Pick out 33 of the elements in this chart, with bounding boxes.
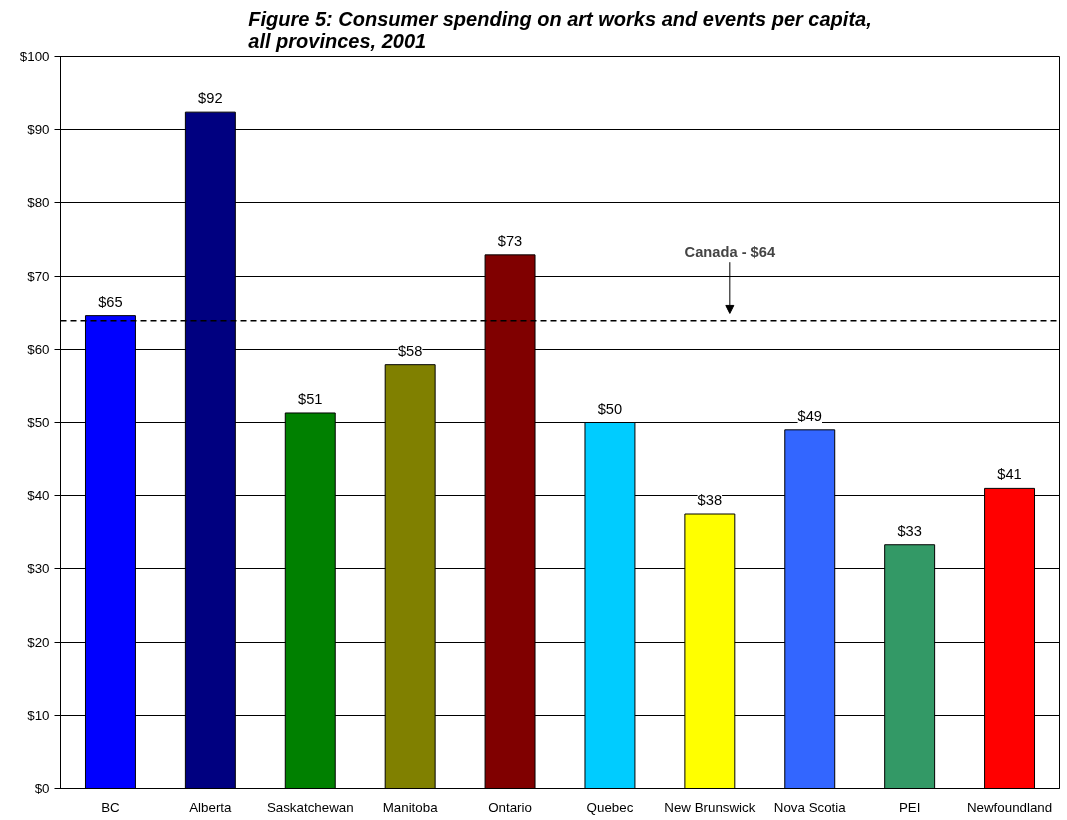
y-tick-label: $90 xyxy=(27,122,50,138)
data-label: $73 xyxy=(497,232,523,249)
x-tick-label: Saskatchewan xyxy=(266,799,354,815)
x-tick-label: Newfoundland xyxy=(966,799,1053,815)
x-tick-label: PEI xyxy=(898,799,921,815)
y-tick-label: $80 xyxy=(27,195,50,211)
data-label: $41 xyxy=(997,466,1022,483)
data-label: $58 xyxy=(397,342,423,359)
y-tick-label: $20 xyxy=(27,634,50,650)
x-tick-label: Quebec xyxy=(586,799,634,815)
x-tick-label: Ontario xyxy=(488,799,532,815)
x-tick-label: BC xyxy=(101,799,121,815)
y-tick-label: $100 xyxy=(19,49,50,64)
ref-line-label: Canada - $64 xyxy=(684,244,776,261)
y-tick-label: $40 xyxy=(27,488,50,504)
data-label: $38 xyxy=(697,492,723,508)
y-tick-label: $30 xyxy=(27,561,50,577)
data-label: $92 xyxy=(198,90,223,107)
data-label: $65 xyxy=(98,293,123,310)
x-tick-label: Alberta xyxy=(189,799,233,815)
y-tick-label: $50 xyxy=(27,415,50,430)
y-tick-label: $10 xyxy=(27,707,50,723)
y-tick-label: $60 xyxy=(27,341,50,357)
y-tick-label: $70 xyxy=(27,268,50,284)
x-tick-label: Nova Scotia xyxy=(773,799,847,815)
x-tick-label: Manitoba xyxy=(382,799,439,815)
data-label: $51 xyxy=(298,390,323,407)
y-tick-label: $0 xyxy=(34,781,50,796)
data-label: $33 xyxy=(897,522,922,539)
data-label: $50 xyxy=(597,400,623,417)
chart-title: Figure 5: Consumer spending on art works and events per capita, all provinces, 2001 xyxy=(248,7,872,52)
x-tick-label: New Brunswick xyxy=(664,799,756,815)
data-label: $49 xyxy=(797,407,822,424)
